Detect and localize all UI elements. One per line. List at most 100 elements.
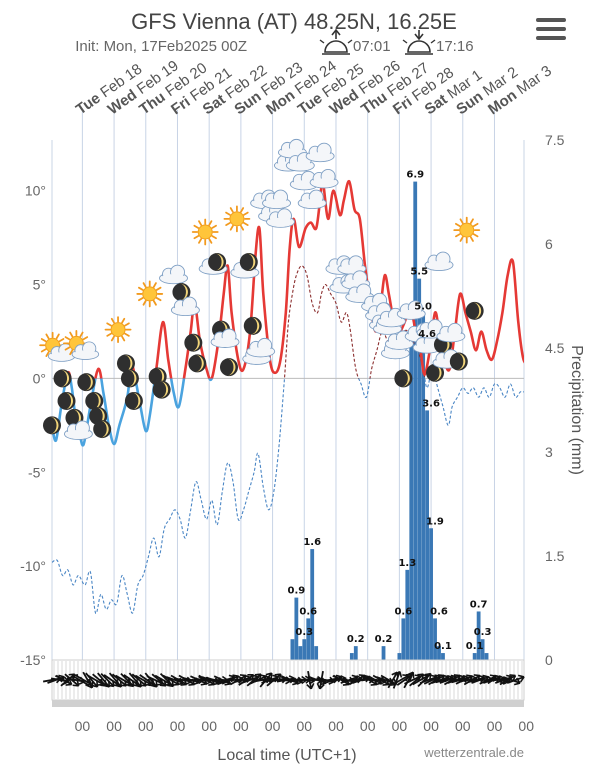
- y-right-tick-label: 3: [545, 444, 553, 460]
- y-tick-label: -10°: [20, 558, 46, 574]
- init-time: Init: Mon, 17Feb2025 00Z: [75, 38, 247, 55]
- menu-icon-bar: [536, 27, 566, 31]
- y-right-tick-label: 7.5: [545, 132, 565, 148]
- y-right-tick-label: 1.5: [545, 548, 565, 564]
- sun-icon: [223, 205, 251, 233]
- dewpoint-series: [52, 265, 524, 614]
- y-tick-label: -5°: [28, 464, 46, 480]
- weather-icons: [39, 138, 484, 440]
- y-tick-label: 0°: [33, 370, 46, 386]
- wind-arrow: [55, 674, 73, 686]
- moon-icon: [85, 391, 104, 410]
- x-tick-label: 00: [360, 718, 376, 734]
- precip-bar: [421, 313, 426, 660]
- scrollbar[interactable]: [52, 700, 524, 707]
- moon-icon: [394, 369, 413, 388]
- cloud-icon: [305, 142, 335, 163]
- precipitation-labels: 0.9 0.3 0.6 1.6 0.2 0.2 0.6 1.3 6.9 5.5 5.0 4.6 3.6 1…: [287, 170, 491, 652]
- precip-bar: [437, 646, 441, 660]
- precip-bar: [298, 646, 303, 660]
- wind-arrow: [71, 674, 88, 686]
- moon-icon: [116, 354, 135, 373]
- wind-arrow: [506, 674, 525, 684]
- y-tick-label: 10°: [25, 183, 46, 199]
- x-tick-label: 00: [138, 718, 154, 734]
- cloud-icon: [396, 300, 426, 320]
- sunrise-time: 07:01: [353, 38, 391, 55]
- precip-bar: [480, 639, 485, 660]
- x-tick-label: 00: [518, 718, 534, 734]
- precipitation-axis: 7.5 6 4.5 3 1.5 0: [545, 132, 565, 668]
- precip-value-label: 0.6: [430, 606, 448, 617]
- x-tick-label: 00: [487, 718, 503, 734]
- precip-value-label: 6.9: [406, 170, 424, 181]
- y-right-tick-label: 6: [545, 236, 553, 252]
- wind-arrows: [42, 670, 525, 690]
- x-tick-label: 00: [265, 718, 281, 734]
- precipitation-bars: [290, 181, 489, 660]
- precip-bar: [441, 653, 445, 660]
- precip-bar: [409, 341, 414, 660]
- wind-arrow: [403, 671, 415, 689]
- cloud-icon: [246, 337, 276, 358]
- sun-icon: [191, 218, 219, 246]
- x-tick-label: 00: [328, 718, 344, 734]
- cloud-icon: [424, 251, 454, 271]
- cloud-icon: [262, 189, 291, 210]
- precip-value-label: 0.6: [299, 606, 317, 617]
- precip-bar: [413, 181, 418, 660]
- moon-icon: [93, 420, 112, 439]
- precip-value-label: 1.9: [426, 516, 444, 527]
- sunrise-icon: [319, 28, 353, 55]
- x-tick-label: 00: [170, 718, 186, 734]
- sunset-icon: [402, 30, 436, 55]
- moon-icon: [57, 391, 76, 410]
- precip-bar: [294, 597, 299, 660]
- precip-bar: [302, 639, 307, 660]
- sunset-time: 17:16: [436, 38, 474, 55]
- precip-bar: [306, 618, 311, 660]
- x-tick-label: 00: [455, 718, 471, 734]
- cloud-icon: [309, 168, 339, 189]
- moon-icon: [124, 391, 143, 410]
- cloud-icon: [159, 264, 188, 285]
- cloud-icon: [277, 138, 307, 159]
- precip-value-label: 4.6: [418, 329, 436, 340]
- moon-icon: [188, 354, 207, 373]
- bottom-tick-labels: 00 00 00 00 00 00 00 00 00 00 00 00 00 00 00: [75, 718, 535, 734]
- moon-icon: [184, 333, 203, 352]
- moon-icon: [43, 416, 61, 435]
- precip-value-label: 0.1: [434, 641, 452, 652]
- moon-icon: [426, 363, 445, 382]
- wind-arrow: [392, 670, 403, 689]
- menu-icon-bar: [536, 36, 566, 40]
- precip-bar: [472, 653, 477, 660]
- precip-value-label: 0.3: [295, 627, 313, 638]
- precip-bar: [417, 278, 422, 660]
- precip-bar: [349, 653, 354, 660]
- precip-bar: [484, 653, 489, 660]
- precip-value-label: 5.0: [414, 301, 432, 312]
- precip-value-label: 0.2: [347, 634, 365, 645]
- cloud-icon: [266, 208, 295, 228]
- moon-icon: [77, 373, 96, 392]
- sun-icon: [136, 280, 164, 308]
- precip-bar: [433, 618, 437, 660]
- precip-value-label: 0.1: [466, 641, 484, 652]
- precip-value-label: 0.9: [287, 586, 305, 597]
- moon-icon: [219, 358, 238, 377]
- menu-button[interactable]: [536, 18, 566, 44]
- precip-value-label: 0.2: [375, 634, 393, 645]
- precip-bar: [310, 549, 315, 660]
- x-tick-label: 00: [106, 718, 122, 734]
- precip-bar: [425, 410, 430, 660]
- precip-bar: [405, 569, 410, 660]
- x-tick-label: 00: [75, 718, 91, 734]
- dewpoint-line: [52, 265, 524, 614]
- moon-icon: [465, 301, 484, 320]
- precip-bar: [353, 646, 358, 660]
- moon-icon: [172, 283, 191, 302]
- y-right-tick-label: 4.5: [545, 340, 565, 356]
- x-tick-label: 00: [423, 718, 439, 734]
